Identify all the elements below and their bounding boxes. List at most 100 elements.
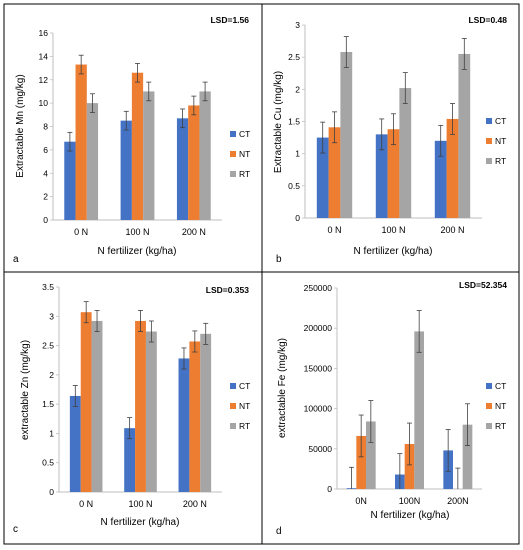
y-tick-label: 150000	[304, 363, 333, 373]
y-tick-label: 2.5	[42, 341, 54, 351]
panel-label: d	[276, 526, 282, 537]
bar-nt	[135, 320, 146, 492]
bar-rt	[91, 320, 103, 492]
x-tick-label: 200 N	[183, 499, 207, 509]
bar-ct	[375, 134, 388, 218]
x-tick-label: 200 N	[182, 227, 206, 237]
y-tick-label: 0	[49, 487, 54, 497]
y-tick-label: 0.5	[288, 181, 300, 191]
legend-swatch-nt	[230, 151, 236, 157]
bar-nt	[131, 72, 144, 220]
legend-label: RT	[495, 156, 506, 166]
legend-label: RT	[239, 169, 250, 179]
y-tick-label: 0.5	[42, 458, 54, 468]
lsd-annotation: LSD=0.353	[206, 285, 250, 295]
bar-rt	[462, 424, 473, 489]
x-tick-label: 0 N	[327, 225, 341, 235]
y-tick-label: 8	[43, 122, 48, 132]
y-axis-title: Extractable Cu (mg/kg)	[273, 71, 284, 173]
legend-swatch-ct	[486, 383, 492, 389]
legend-swatch-rt	[230, 171, 236, 177]
bar-ct	[434, 140, 447, 218]
chart-panel-b: 0 0.5 1 1.5 2 2.5 3 0 N 100 N 200 N CT NT RT LSD=0.48…	[261, 3, 520, 273]
y-tick-label: 1.5	[42, 399, 54, 409]
bar-ct	[64, 141, 76, 220]
x-tick-label: 0 N	[79, 499, 93, 509]
y-tick-label: 1	[49, 428, 54, 438]
y-tick-label: 12	[39, 75, 49, 85]
panel-label: b	[276, 254, 282, 265]
x-axis-title: N fertilizer (kg/ha)	[101, 517, 180, 528]
y-tick-label: 2	[43, 192, 48, 202]
x-tick-label: 0N	[355, 496, 367, 506]
y-tick-label: 1.5	[288, 117, 300, 127]
x-tick-label: 0 N	[74, 227, 88, 237]
legend-swatch-ct	[486, 118, 492, 124]
y-tick-label: 16	[39, 28, 49, 38]
y-tick-label: 6	[43, 145, 48, 155]
legend-swatch-rt	[486, 158, 492, 164]
legend-label: NT	[495, 136, 506, 146]
y-tick-label: 50000	[308, 444, 332, 454]
bar-nt	[328, 127, 341, 218]
legend-swatch-nt	[486, 138, 492, 144]
lsd-annotation: LSD=1.56	[210, 15, 249, 25]
bar-rt	[366, 421, 376, 489]
legend-label: CT	[239, 381, 250, 391]
lsd-annotation: LSD=0.48	[468, 15, 507, 25]
y-tick-label: 14	[39, 51, 49, 61]
y-tick-label: 2	[49, 370, 54, 380]
legend-label: NT	[239, 149, 250, 159]
x-axis-title: N fertilizer (kg/ha)	[371, 510, 450, 521]
legend-label: CT	[239, 129, 250, 139]
legend-swatch-nt	[486, 403, 492, 409]
y-tick-label: 4	[43, 168, 48, 178]
bar-ct	[316, 137, 329, 218]
y-tick-label: 3	[49, 311, 54, 321]
y-axis-title: extractable Zn (mg/kg)	[20, 340, 31, 440]
bar-rt	[340, 52, 353, 218]
legend-label: RT	[495, 421, 506, 431]
chart-panel-c: 0 0.5 1 1.5 2 2.5 3 3.5 0 N 100 N 200 N CT NT RT LSD=0…	[3, 271, 263, 545]
panel-label: a	[13, 254, 19, 265]
x-tick-label: 200N	[447, 496, 469, 506]
lsd-annotation: LSD=52.354	[459, 280, 507, 290]
bar-rt	[200, 333, 212, 492]
legend-swatch-nt	[230, 403, 236, 409]
legend-label: NT	[239, 401, 250, 411]
bar-ct	[120, 120, 132, 220]
bar-rt	[399, 88, 412, 219]
panel-label: c	[13, 524, 18, 535]
legend-swatch-ct	[230, 131, 236, 137]
legend-swatch-rt	[486, 423, 492, 429]
legend-swatch-rt	[230, 423, 236, 429]
y-tick-label: 3	[295, 20, 300, 30]
bar-nt	[446, 118, 459, 218]
y-tick-label: 0	[295, 213, 300, 223]
y-axis-title: extractable Fe (mg/kg)	[277, 338, 288, 438]
x-tick-label: 100N	[399, 496, 421, 506]
bar-ct	[124, 428, 136, 492]
bar-nt	[80, 312, 92, 492]
x-tick-label: 100 N	[128, 499, 152, 509]
y-tick-label: 100000	[304, 404, 333, 414]
bar-ct	[69, 395, 81, 492]
y-tick-label: 1	[295, 149, 300, 159]
x-axis-title: N fertilizer (kg/ha)	[98, 246, 177, 257]
bar-rt	[199, 91, 211, 220]
bar-ct	[176, 118, 189, 220]
x-tick-label: 100 N	[125, 227, 149, 237]
bar-nt	[404, 443, 415, 489]
y-tick-label: 2.5	[288, 52, 300, 62]
x-axis-title: N fertilizer (kg/ha)	[354, 246, 433, 257]
y-tick-label: 2	[295, 84, 300, 94]
legend-label: RT	[239, 421, 250, 431]
legend-swatch-ct	[230, 383, 236, 389]
x-tick-label: 100 N	[381, 225, 405, 235]
y-tick-label: 3.5	[42, 282, 54, 292]
bar-ct	[178, 358, 190, 492]
legend-label: CT	[495, 381, 506, 391]
y-tick-label: 10	[39, 98, 49, 108]
legend-label: CT	[495, 116, 506, 126]
